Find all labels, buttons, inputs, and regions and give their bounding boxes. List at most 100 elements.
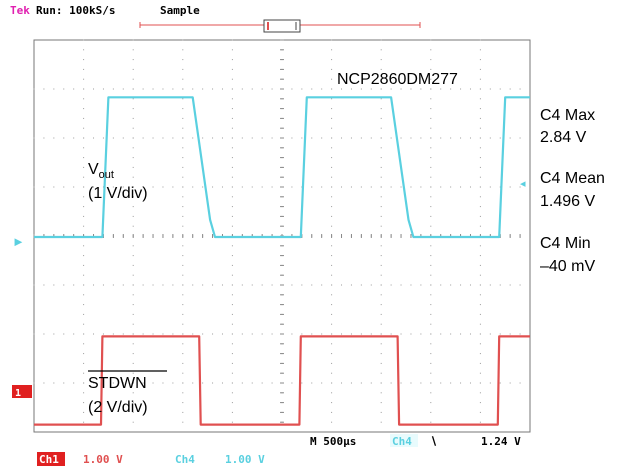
grid-dot xyxy=(380,245,382,247)
grid-dot xyxy=(479,98,481,100)
grid-dot xyxy=(420,186,422,188)
grid-dot xyxy=(479,333,481,335)
svg-text:Vout: Vout xyxy=(88,161,114,181)
grid-dot xyxy=(182,117,184,119)
grid-dot xyxy=(460,382,462,384)
grid-dot xyxy=(152,137,154,139)
grid-dot xyxy=(341,382,343,384)
grid-dot xyxy=(430,108,432,110)
grid-dot xyxy=(331,392,333,394)
grid-dot xyxy=(182,411,184,413)
grid-dot xyxy=(291,333,293,335)
grid-dot xyxy=(241,88,243,90)
grid-dot xyxy=(182,98,184,100)
grid-dot xyxy=(350,284,352,286)
grid-dot xyxy=(132,313,134,315)
grid-dot xyxy=(499,137,501,139)
grid-dot xyxy=(430,294,432,296)
grid-dot xyxy=(102,333,104,335)
grid-dot xyxy=(489,284,491,286)
grid-dot xyxy=(380,88,382,90)
grid-dot xyxy=(360,186,362,188)
grid-dot xyxy=(231,59,233,61)
grid-dot xyxy=(132,78,134,80)
trigger-slope: ∖ xyxy=(430,435,437,448)
grid-dot xyxy=(479,402,481,404)
grid-dot xyxy=(331,343,333,345)
grid-dot xyxy=(440,333,442,335)
grid-dot xyxy=(350,88,352,90)
vout-label-sub: out xyxy=(99,169,114,181)
grid-dot xyxy=(182,284,184,286)
grid-dot xyxy=(231,313,233,315)
grid-dot xyxy=(83,225,85,227)
grid-dot xyxy=(112,137,114,139)
grid-dot xyxy=(430,382,432,384)
grid-dot xyxy=(509,88,511,90)
grid-dot xyxy=(350,382,352,384)
grid-dot xyxy=(430,88,432,90)
grid-dot xyxy=(380,411,382,413)
ch1-badge-text: Ch1 xyxy=(39,453,59,466)
grid-dot xyxy=(271,186,273,188)
grid-dot xyxy=(331,147,333,149)
grid-dot xyxy=(231,284,233,286)
trigger-level: 1.24 V xyxy=(481,435,521,448)
grid-dot xyxy=(380,98,382,100)
grid-dot xyxy=(182,274,184,276)
grid-dot xyxy=(380,206,382,208)
grid-dot xyxy=(132,147,134,149)
header-mode: Sample xyxy=(160,4,200,17)
grid-dot xyxy=(63,88,65,90)
grid-dot xyxy=(489,88,491,90)
grid-dot xyxy=(132,206,134,208)
grid-dot xyxy=(83,294,85,296)
grid-dot xyxy=(83,108,85,110)
grid-dot xyxy=(420,382,422,384)
grid-dot xyxy=(83,176,85,178)
grid-dot xyxy=(132,215,134,217)
grid-dot xyxy=(162,382,164,384)
grid-dot xyxy=(83,215,85,217)
grid-dot xyxy=(182,313,184,315)
grid-dot xyxy=(430,362,432,364)
grid-dot xyxy=(341,88,343,90)
grid-dot xyxy=(83,264,85,266)
grid-dot xyxy=(331,88,333,90)
grid-dot xyxy=(152,186,154,188)
grid-dot xyxy=(172,284,174,286)
grid-dot xyxy=(132,333,134,335)
grid-dot xyxy=(430,343,432,345)
grid-dot xyxy=(202,284,204,286)
grid-dot xyxy=(331,176,333,178)
grid-dot xyxy=(430,186,432,188)
svg-text:►: ► xyxy=(12,234,25,249)
grid-dot xyxy=(182,186,184,188)
header-brand: Tek xyxy=(10,4,30,17)
grid-dot xyxy=(231,78,233,80)
grid-dot xyxy=(331,39,333,41)
grid-dot xyxy=(132,186,134,188)
grid-dot xyxy=(331,274,333,276)
grid-dot xyxy=(360,88,362,90)
grid-dot xyxy=(450,186,452,188)
grid-dot xyxy=(93,186,95,188)
grid-dot xyxy=(112,333,114,335)
grid-dot xyxy=(400,88,402,90)
grid-dot xyxy=(182,255,184,257)
grid-dot xyxy=(479,166,481,168)
grid-dot xyxy=(182,421,184,423)
grid-dot xyxy=(231,245,233,247)
grid-dot xyxy=(182,215,184,217)
grid-dot xyxy=(430,225,432,227)
grid-dot xyxy=(132,127,134,129)
grid-dot xyxy=(420,333,422,335)
grid-dot xyxy=(212,88,214,90)
grid-dot xyxy=(331,166,333,168)
stdwn-scale-label: (2 V/div) xyxy=(88,399,148,416)
measure-min-value: –40 mV xyxy=(540,258,595,275)
header-run-status: Run: 100kS/s xyxy=(36,4,115,17)
grid-dot xyxy=(251,186,253,188)
grid-dot xyxy=(380,147,382,149)
grid-dot xyxy=(102,284,104,286)
